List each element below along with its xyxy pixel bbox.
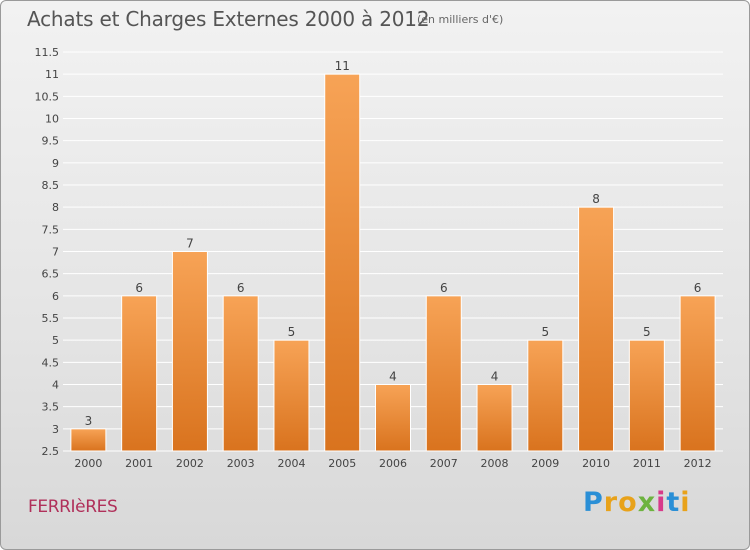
x-tick-label: 2005: [328, 457, 356, 470]
y-tick-label: 11.5: [35, 46, 60, 59]
proxiti-logo[interactable]: Proxiti: [583, 487, 691, 518]
logo-letter: i: [656, 487, 667, 518]
x-tick-label: 2010: [582, 457, 610, 470]
x-tick-label: 2006: [379, 457, 407, 470]
y-tick-label: 9: [52, 157, 59, 170]
chart-title: Achats et Charges Externes 2000 à 2012: [27, 7, 430, 31]
chart-subtitle: (en milliers d'€): [417, 13, 504, 26]
y-tick-label: 5: [52, 334, 59, 347]
data-label: 4: [491, 370, 499, 384]
y-tick-label: 4.5: [42, 356, 60, 369]
data-label: 5: [643, 325, 651, 339]
data-label: 6: [237, 281, 245, 295]
logo-letter: i: [680, 487, 691, 518]
bar-2000: [70, 428, 107, 452]
bar-2002: [171, 251, 208, 452]
x-axis-ticks: 2000 2001 2002 2003 2004 2005 2006 2007 2008 2009…: [74, 457, 711, 470]
data-labels: 3 6 7 6 5 11 4 6 4 5 8 5 6: [85, 59, 702, 428]
data-label: 6: [694, 281, 702, 295]
y-tick-label: 4: [52, 379, 59, 392]
data-label: 3: [85, 414, 93, 428]
x-tick-label: 2004: [277, 457, 305, 470]
x-tick-label: 2002: [176, 457, 204, 470]
bar-2006: [375, 384, 411, 452]
bar-2003: [222, 295, 259, 452]
commune-name: FERRIèRES: [28, 497, 118, 517]
y-tick-label: 6: [52, 290, 59, 303]
x-tick-label: 2008: [481, 457, 509, 470]
y-tick-label: 11: [45, 68, 59, 81]
y-tick-label: 7.5: [42, 223, 60, 236]
data-label: 4: [389, 370, 397, 384]
y-tick-label: 8: [52, 201, 59, 214]
logo-letter: r: [603, 487, 619, 518]
logo-letter: P: [583, 487, 604, 518]
y-tick-label: 3.5: [42, 401, 60, 414]
bar-2012: [679, 295, 716, 452]
bar-2011: [628, 339, 665, 452]
y-tick-label: 5.5: [42, 312, 60, 325]
logo-letter: t: [666, 487, 681, 518]
y-tick-label: 10: [45, 113, 59, 126]
data-label: 6: [440, 281, 448, 295]
bar-2001: [121, 295, 158, 452]
x-tick-label: 2012: [684, 457, 712, 470]
logo-letter: x: [637, 487, 657, 518]
data-label: 8: [592, 192, 600, 206]
y-tick-label: 10.5: [35, 90, 60, 103]
y-tick-label: 9.5: [42, 135, 60, 148]
bar-2009: [527, 339, 564, 452]
bar-2008: [476, 384, 513, 452]
data-label: 11: [335, 59, 350, 73]
y-tick-label: 3: [52, 423, 59, 436]
bars: [70, 73, 716, 452]
x-tick-label: 2001: [125, 457, 153, 470]
data-label: 7: [186, 237, 194, 251]
bar-2007: [425, 295, 462, 452]
y-tick-label: 2.5: [42, 445, 60, 458]
bar-2005: [324, 73, 361, 452]
data-label: 5: [541, 325, 549, 339]
data-label: 5: [288, 325, 296, 339]
bar-2010: [578, 206, 615, 452]
logo-letter: o: [618, 487, 638, 518]
bar-2004: [273, 339, 310, 452]
y-tick-label: 6.5: [42, 268, 60, 281]
y-axis-ticks: 2.5 3 3.5 4 4.5 5 5.5 6 6.5 7 7.5 8 8.5 9 9.5 10 10.5 11 1…: [35, 46, 60, 458]
x-tick-label: 2000: [74, 457, 102, 470]
y-tick-label: 8.5: [42, 179, 60, 192]
y-tick-label: 7: [52, 246, 59, 259]
x-tick-label: 2007: [430, 457, 458, 470]
x-tick-label: 2009: [531, 457, 559, 470]
data-label: 6: [135, 281, 143, 295]
x-tick-label: 2011: [633, 457, 661, 470]
x-tick-label: 2003: [227, 457, 255, 470]
